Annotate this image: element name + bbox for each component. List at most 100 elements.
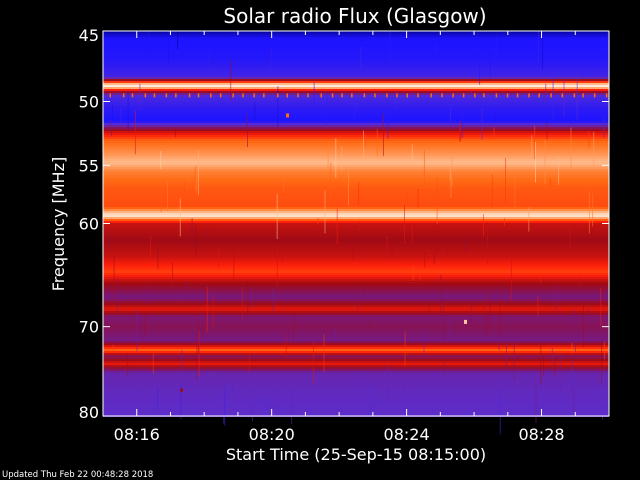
texture-streak	[396, 91, 398, 110]
texture-streak	[543, 354, 545, 376]
spectrogram-markers	[103, 31, 609, 435]
harmonic-tick	[582, 93, 584, 98]
intensity-band	[103, 133, 609, 135]
intensity-band	[103, 157, 609, 159]
texture-streak	[546, 123, 548, 140]
texture-streak	[234, 51, 236, 64]
texture-streak	[179, 198, 181, 237]
texture-streak	[423, 150, 425, 189]
texture-streak	[334, 326, 336, 341]
x-tick-label: 08:16	[114, 425, 160, 444]
intensity-band	[103, 403, 609, 405]
harmonic-tick	[188, 93, 191, 98]
intensity-band	[103, 219, 609, 221]
texture-streak	[223, 392, 225, 424]
intensity-band	[103, 215, 609, 217]
intensity-band	[103, 351, 609, 353]
texture-streak	[499, 390, 501, 435]
harmonic-tick	[331, 93, 334, 98]
intensity-band	[103, 265, 609, 267]
texture-streak	[195, 224, 197, 258]
intensity-band	[103, 137, 609, 139]
intensity-band	[103, 221, 609, 223]
intensity-band	[103, 193, 609, 195]
intensity-band	[103, 247, 609, 249]
intensity-band	[103, 119, 609, 121]
updated-timestamp: Updated Thu Feb 22 00:48:28 2018	[2, 470, 153, 480]
harmonic-tick	[219, 93, 222, 98]
texture-streak	[358, 182, 360, 205]
texture-streak	[374, 399, 376, 408]
intensity-band	[103, 267, 609, 269]
chart-title: Solar radio Flux (Glasgow)	[223, 4, 486, 28]
intensity-band	[103, 321, 609, 323]
texture-streak	[404, 331, 406, 367]
intensity-band	[103, 383, 609, 385]
intensity-band	[103, 263, 609, 265]
texture-streak	[196, 339, 198, 381]
intensity-band	[103, 289, 609, 291]
texture-streak	[168, 31, 169, 64]
texture-streak	[480, 323, 482, 336]
texture-streak	[254, 102, 256, 120]
texture-streak	[406, 193, 408, 203]
texture-streak	[231, 386, 233, 394]
texture-streak	[335, 138, 337, 178]
intensity-band	[103, 411, 609, 413]
intensity-band	[103, 77, 609, 79]
texture-streak	[491, 174, 493, 208]
texture-streak	[559, 353, 561, 394]
harmonic-tick	[474, 93, 476, 98]
harmonic-tick	[605, 93, 608, 98]
texture-streak	[376, 145, 378, 157]
intensity-band	[103, 173, 609, 175]
intensity-band	[103, 259, 609, 261]
texture-streak	[558, 156, 560, 185]
texture-streak	[180, 384, 182, 420]
intensity-band	[103, 167, 609, 169]
texture-streak	[459, 125, 461, 142]
y-tick-label: 55	[79, 156, 99, 175]
texture-streak	[459, 246, 461, 255]
texture-streak	[535, 381, 537, 424]
intensity-band	[103, 179, 609, 181]
texture-streak	[111, 105, 113, 119]
texture-streak	[212, 294, 214, 327]
intensity-band	[103, 251, 609, 253]
intensity-band	[103, 231, 609, 233]
texture-streak	[514, 170, 516, 207]
intensity-band	[103, 387, 609, 389]
intensity-band	[103, 357, 609, 359]
intensity-band	[103, 303, 609, 305]
texture-streak	[127, 352, 129, 376]
texture-streak	[563, 79, 565, 118]
texture-streak	[133, 313, 135, 333]
texture-streak	[534, 125, 536, 160]
intensity-band	[103, 37, 609, 39]
texture-streak	[403, 372, 405, 392]
intensity-band	[103, 63, 609, 65]
intensity-band	[103, 117, 609, 119]
texture-streak	[106, 366, 108, 385]
texture-streak	[196, 164, 198, 190]
texture-streak	[330, 162, 332, 204]
texture-streak	[440, 274, 442, 317]
texture-streak	[412, 266, 414, 281]
intensity-band	[103, 359, 609, 361]
texture-streak	[195, 177, 197, 194]
texture-streak	[601, 340, 603, 384]
texture-streak	[317, 217, 319, 225]
texture-streak	[537, 296, 539, 316]
intensity-band	[103, 249, 609, 251]
texture-streak	[506, 344, 507, 374]
intensity-band	[103, 129, 609, 131]
texture-streak	[544, 140, 546, 185]
intensity-band	[103, 371, 609, 373]
intensity-band	[103, 35, 609, 37]
texture-streak	[507, 313, 509, 339]
texture-streak	[363, 130, 364, 159]
y-tick-label: 50	[79, 93, 99, 112]
intensity-band	[103, 345, 609, 347]
texture-streak	[376, 129, 378, 143]
texture-streak	[436, 39, 438, 74]
